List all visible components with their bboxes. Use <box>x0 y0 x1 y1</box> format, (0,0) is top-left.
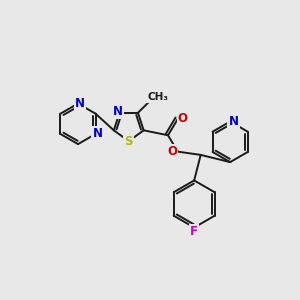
Text: N: N <box>112 105 122 118</box>
Text: N: N <box>75 97 85 110</box>
Text: N: N <box>93 128 103 140</box>
Text: N: N <box>228 115 239 128</box>
Text: CH₃: CH₃ <box>147 92 168 102</box>
Text: S: S <box>124 135 133 148</box>
Text: O: O <box>167 145 177 158</box>
Text: F: F <box>190 225 198 238</box>
Text: O: O <box>178 112 188 125</box>
